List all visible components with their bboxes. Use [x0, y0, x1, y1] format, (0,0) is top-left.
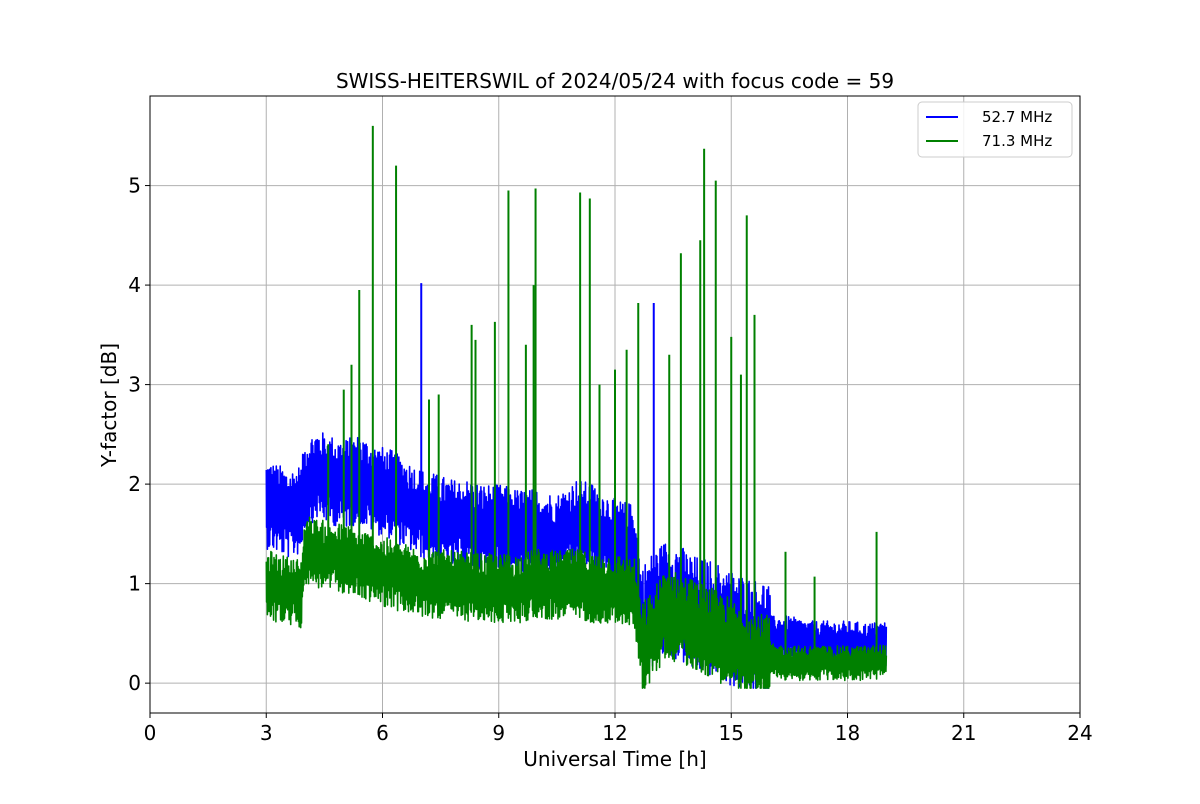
series-line-52-7-mhz — [265, 432, 888, 689]
x-axis-label: Universal Time [h] — [523, 747, 706, 771]
legend: 52.7 MHz 71.3 MHz — [917, 101, 1073, 158]
y-tick-label: 5 — [128, 174, 141, 198]
x-tick-label: 0 — [144, 721, 157, 745]
x-tick-label: 12 — [602, 721, 627, 745]
chart-title: SWISS-HEITERSWIL of 2024/05/24 with focu… — [336, 69, 894, 93]
x-tick-label: 18 — [835, 721, 860, 745]
series-layer — [265, 125, 888, 689]
y-tick-label: 4 — [128, 273, 141, 297]
x-tick-label: 3 — [260, 721, 273, 745]
x-tick-label: 6 — [376, 721, 389, 745]
legend-label-71-3-mhz: 71.3 MHz — [982, 132, 1052, 150]
x-tick-label: 24 — [1067, 721, 1092, 745]
x-tick-label: 15 — [719, 721, 744, 745]
y-tick-label: 0 — [128, 671, 141, 695]
y-tick-label: 2 — [128, 472, 141, 496]
y-axis-label: Y-factor [dB] — [97, 343, 121, 468]
x-tick-label: 21 — [951, 721, 976, 745]
y-tick-label: 3 — [128, 373, 141, 397]
series-line-71-3-mhz — [265, 516, 888, 689]
legend-box — [917, 101, 1073, 158]
y-tick-label: 1 — [128, 572, 141, 596]
legend-label-52-7-mhz: 52.7 MHz — [982, 108, 1052, 126]
x-tick-label: 9 — [492, 721, 505, 745]
